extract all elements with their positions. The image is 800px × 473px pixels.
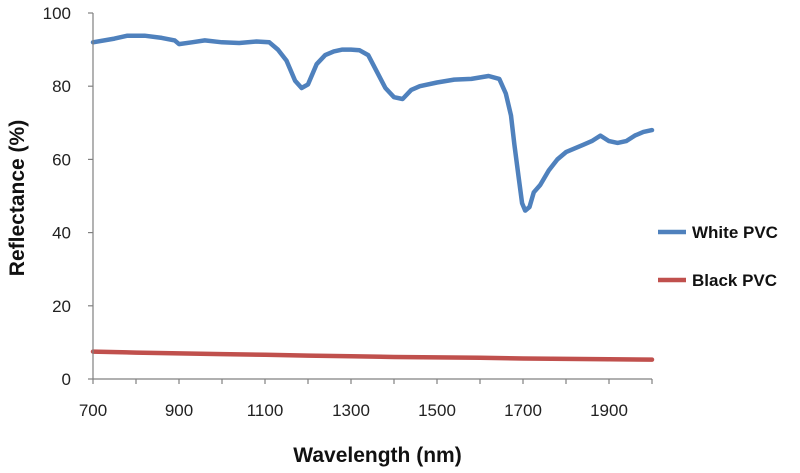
series-line-black-pvc xyxy=(90,349,655,362)
x-tick-label: 1900 xyxy=(590,401,628,420)
x-tick-label: 1700 xyxy=(504,401,542,420)
x-axis-title: Wavelength (nm) xyxy=(293,444,461,467)
x-tick-label: 1500 xyxy=(418,401,456,420)
y-tick-label: 20 xyxy=(52,297,71,316)
x-axis-ticks: 700 900 1100 1300 1500 1700 1900 xyxy=(79,379,653,420)
x-tick-label: 700 xyxy=(79,401,107,420)
y-axis-title: Reflectance (%) xyxy=(6,120,29,276)
x-tick-label: 900 xyxy=(165,401,193,420)
series-layer xyxy=(90,33,655,362)
legend: White PVC Black PVC xyxy=(658,223,778,290)
y-tick-label: 0 xyxy=(62,370,71,389)
legend-label: Black PVC xyxy=(692,271,777,290)
y-tick-label: 100 xyxy=(43,4,71,23)
y-axis-ticks: 0 20 40 60 80 100 xyxy=(43,4,93,389)
y-tick-label: 60 xyxy=(52,150,71,169)
y-tick-label: 40 xyxy=(52,224,71,243)
series-line-white-pvc xyxy=(90,33,655,213)
legend-label: White PVC xyxy=(692,223,778,242)
x-tick-label: 1300 xyxy=(332,401,370,420)
x-tick-label: 1100 xyxy=(247,401,284,420)
y-tick-label: 80 xyxy=(52,77,71,96)
